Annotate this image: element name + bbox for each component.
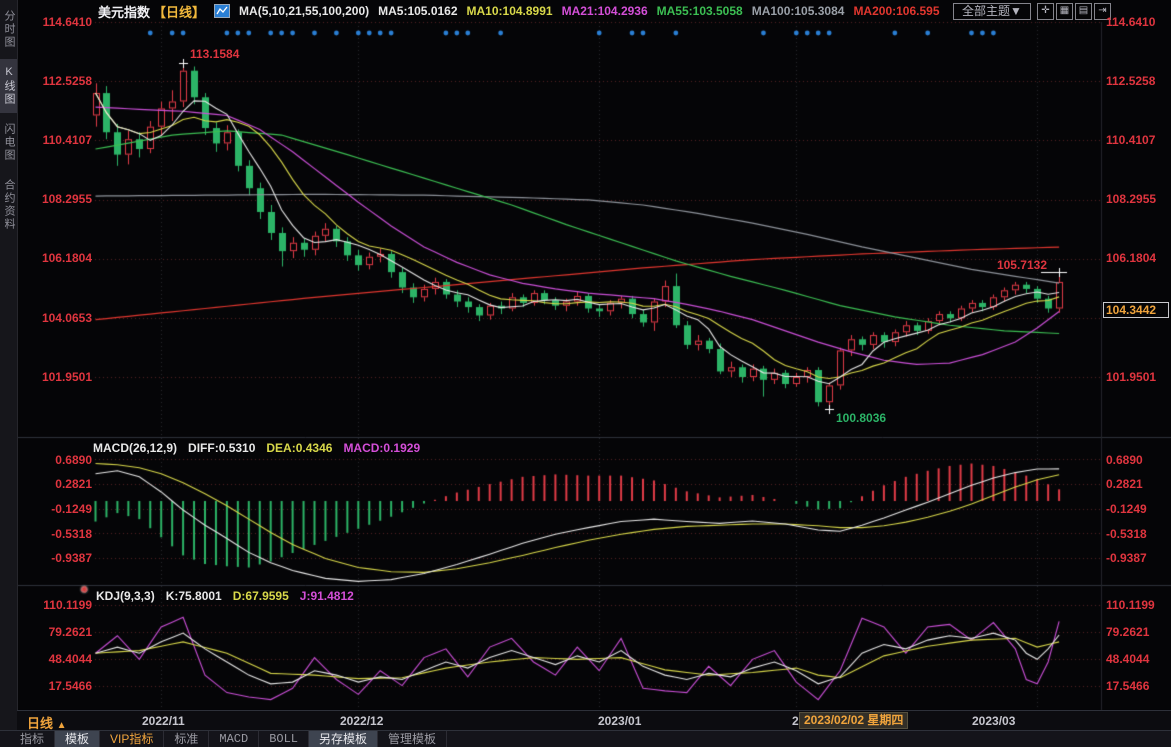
chart-style-icon[interactable]: ▤	[1075, 3, 1092, 20]
kdj-axis-label-left: 17.5466	[48, 679, 92, 693]
ma55-value: MA55:103.5058	[656, 4, 743, 18]
collapse-panel-icon[interactable]: ⇥	[1094, 3, 1111, 20]
selected-date-badge: 2023/02/02 星期四	[799, 712, 909, 729]
line-chart-icon	[214, 4, 231, 18]
macd-axis-label-left: -0.1249	[51, 502, 92, 516]
main-axis-label-right: 108.2955	[1106, 192, 1157, 206]
macd-axis-label-left: -0.5318	[51, 527, 92, 541]
tab-vip-indicators[interactable]: VIP指标	[100, 731, 165, 747]
time-axis-bar: 日线 ▲ 2022/11 2022/12 2023/01 2 2023/03 2…	[17, 710, 1171, 731]
macd-axis-label-right: -0.5318	[1106, 527, 1147, 541]
indicator-settings-icon[interactable]: ✺	[80, 585, 89, 596]
macd-axis-label-right: -0.9387	[1106, 551, 1147, 565]
main-axis-label-left: 104.0653	[41, 311, 92, 325]
kdj-j-value: J:91.4812	[299, 589, 354, 603]
date-tick: 2022/12	[340, 714, 384, 728]
main-axis-label-left: 114.6410	[42, 15, 92, 29]
kdj-axis-label-left: 48.4044	[48, 652, 92, 666]
macd-axis-label-right: -0.1249	[1106, 502, 1147, 516]
main-axis-label-left: 110.4107	[42, 133, 92, 147]
ma5-value: MA5:105.0162	[378, 4, 458, 18]
recent-high-price-label: 105.7132	[996, 258, 1047, 272]
period-selector[interactable]: 日线 ▲	[27, 713, 67, 732]
sidebar-tab-contract-info[interactable]: 合约资料	[3, 179, 15, 231]
macd-diff-value: DIFF:0.5310	[188, 441, 256, 455]
sidebar-tab-flash[interactable]: 闪电图	[3, 123, 15, 162]
main-axis-label-left: 108.2955	[41, 192, 92, 206]
tab-boll[interactable]: BOLL	[259, 731, 310, 747]
macd-header: MACD(26,12,9) DIFF:0.5310 DEA:0.4346 MAC…	[93, 441, 420, 455]
ma21-value: MA21:104.2936	[561, 4, 648, 18]
tab-indicators[interactable]: 指标	[10, 731, 56, 747]
kdj-axis-label-left: 110.1199	[43, 598, 92, 612]
instrument-title: 美元指数	[98, 4, 151, 20]
main-axis-label-left: 101.9501	[41, 370, 92, 384]
kdj-axis-label-right: 17.5466	[1106, 679, 1150, 693]
ma200-value: MA200:106.595	[853, 4, 940, 18]
kdj-axis-label-right: 48.4044	[1106, 652, 1150, 666]
macd-macd-value: MACD:0.1929	[343, 441, 421, 455]
left-sidebar: 分时图 K线图 闪电图 合约资料	[0, 0, 18, 730]
crosshair-tool-icon[interactable]: ✛	[1037, 3, 1054, 20]
main-axis-label-right: 112.5258	[1106, 74, 1156, 88]
ma-formula-label: MA(5,10,21,55,100,200)	[239, 4, 370, 18]
tab-save-template[interactable]: 另存模板	[309, 731, 379, 747]
ma10-value: MA10:104.8991	[466, 4, 553, 18]
sidebar-tab-kline[interactable]: K线图	[0, 59, 17, 113]
kdj-axis-label-right: 110.1199	[1106, 598, 1155, 612]
main-axis-label-right: 114.6410	[1106, 15, 1156, 29]
macd-axis-label-left: 0.6890	[55, 453, 92, 467]
high-price-label: 113.1584	[190, 47, 240, 61]
main-axis-label-left: 106.1804	[41, 251, 92, 265]
ma100-value: MA100:105.3084	[751, 4, 845, 18]
kdj-header: KDJ(9,3,3) K:75.8001 D:67.9595 J:91.4812	[96, 589, 354, 603]
tab-templates[interactable]: 模板	[55, 731, 101, 747]
theme-dropdown-button[interactable]: 全部主题▼	[953, 3, 1031, 20]
indicator-tab-bar: 指标 模板 VIP指标 标准 MACD BOLL 另存模板 管理模板	[0, 730, 1171, 747]
macd-axis-label-right: 0.6890	[1106, 453, 1143, 467]
kdj-axis-label-left: 79.2621	[48, 625, 92, 639]
main-axis-label-right: 101.9501	[1106, 370, 1157, 384]
period-label: 日线	[27, 716, 54, 731]
tab-macd[interactable]: MACD	[209, 731, 260, 747]
chart-header: 美元指数 【日线】 MA(5,10,21,55,100,200) MA5:105…	[98, 3, 940, 20]
sidebar-tab-timeline[interactable]: 分时图	[3, 10, 15, 49]
axis-scale-icon[interactable]: ▦	[1056, 3, 1073, 20]
main-axis-label-right: 106.1804	[1106, 251, 1157, 265]
macd-axis-label-right: 0.2821	[1106, 477, 1143, 491]
date-tick: 2023/03	[972, 714, 1016, 728]
current-price-badge: 104.3442	[1103, 302, 1169, 318]
macd-dea-value: DEA:0.4346	[266, 441, 333, 455]
kdj-axis-label-right: 79.2621	[1106, 625, 1150, 639]
period-arrow-icon: ▲	[56, 720, 67, 731]
macd-axis-label-left: -0.9387	[51, 551, 92, 565]
low-price-label: 100.8036	[836, 411, 887, 425]
kdj-d-value: D:67.9595	[232, 589, 289, 603]
date-tick-partial: 2	[792, 714, 799, 728]
kdj-k-value: K:75.8001	[165, 589, 222, 603]
date-tick: 2022/11	[142, 714, 185, 728]
period-tag: 【日线】	[153, 4, 206, 20]
tab-standard[interactable]: 标准	[164, 731, 210, 747]
macd-axis-label-left: 0.2821	[55, 477, 92, 491]
tab-manage-templates[interactable]: 管理模板	[378, 731, 448, 747]
date-tick: 2023/01	[598, 714, 642, 728]
main-axis-label-right: 110.4107	[1106, 133, 1156, 147]
macd-name: MACD(26,12,9)	[93, 441, 178, 455]
kdj-name: KDJ(9,3,3)	[96, 589, 155, 603]
main-axis-label-left: 112.5258	[42, 74, 92, 88]
